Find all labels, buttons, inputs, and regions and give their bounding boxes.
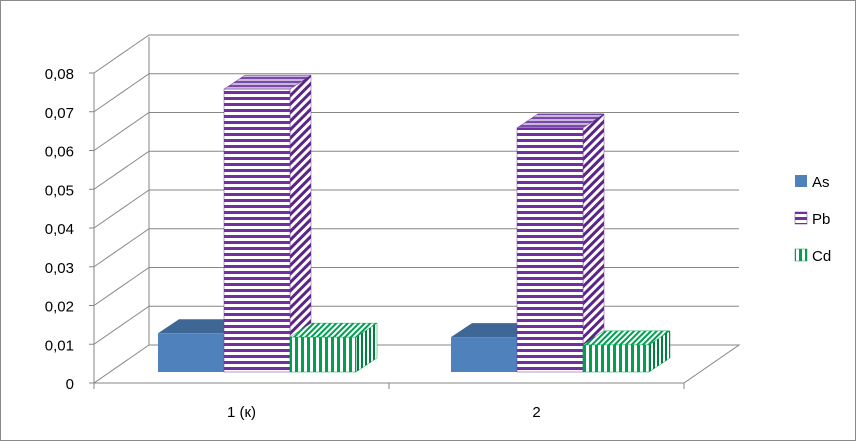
legend-item-pb: Pb: [794, 211, 830, 228]
gridline: [93, 73, 739, 113]
x-tick-label: 2: [532, 404, 540, 421]
bar-pb-1: [223, 74, 312, 373]
y-tick-label: 0,06: [45, 144, 74, 161]
bar-front: [516, 127, 584, 373]
y-tick-label: 0: [66, 376, 74, 393]
bar-top: [158, 319, 245, 334]
y-tick-label: 0,07: [45, 105, 74, 122]
legend-label: As: [812, 174, 830, 191]
legend-item-cd: Cd: [794, 248, 831, 265]
legend-item-as: As: [795, 174, 830, 191]
bar-cd-1: [289, 322, 378, 373]
bar-pb-2: [516, 113, 605, 373]
x-tick-label: 1 (к): [227, 404, 256, 421]
legend-label: Pb: [812, 211, 830, 228]
bar-front: [582, 344, 650, 373]
y-tick-label: 0,01: [45, 337, 74, 354]
bar-front: [289, 336, 357, 373]
bar-front: [158, 333, 224, 372]
legend: As Pb Cd: [794, 174, 831, 265]
gridline: [93, 189, 739, 229]
y-tick-label: 0,03: [45, 260, 74, 277]
bar-top: [451, 323, 538, 338]
legend-label: Cd: [812, 248, 831, 265]
gridline: [93, 150, 739, 190]
gridline: [93, 267, 739, 306]
gridline: [93, 228, 739, 268]
y-tick-label: 0,02: [45, 299, 74, 316]
y-tick-label: 0,08: [45, 66, 74, 83]
legend-swatch: [794, 211, 808, 225]
y-tick-label: 0,04: [45, 221, 74, 238]
y-tick-label: 0,05: [45, 182, 74, 199]
bar-front: [223, 88, 291, 373]
bars: [158, 74, 671, 373]
y-axis: 0 0,01 0,02 0,03 0,04 0,05 0,06 0,07 0,08: [45, 66, 95, 393]
bar-cd-2: [582, 330, 671, 373]
gridline: [93, 112, 739, 151]
gridlines: [93, 34, 739, 345]
legend-swatch: [795, 175, 807, 187]
gridline: [93, 34, 739, 74]
bar-front: [451, 337, 517, 372]
x-axis: 1 (к) 2: [93, 382, 685, 421]
legend-swatch: [794, 248, 808, 262]
